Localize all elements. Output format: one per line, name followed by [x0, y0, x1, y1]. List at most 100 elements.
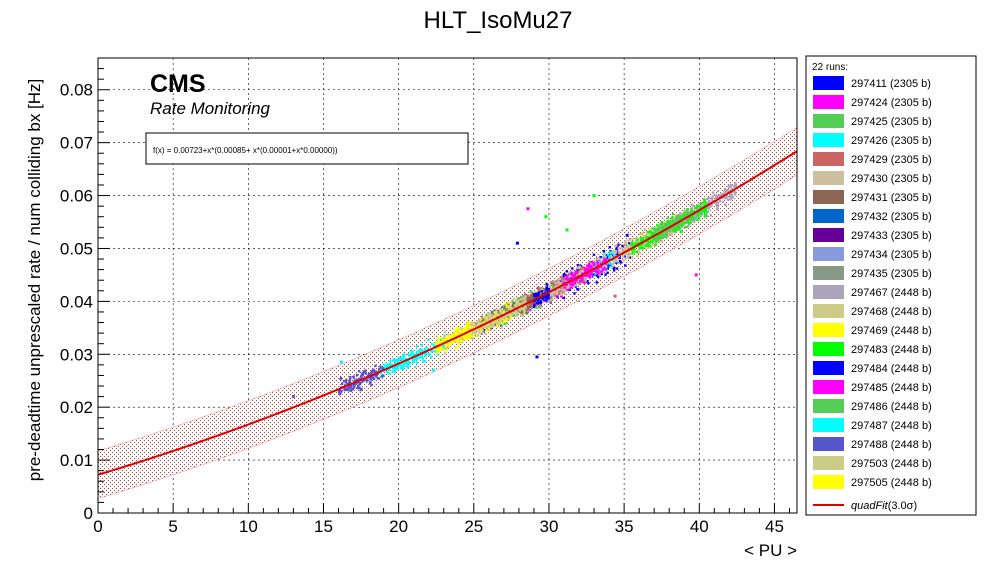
data-point	[343, 387, 346, 391]
data-point	[574, 270, 577, 273]
data-point	[566, 274, 569, 277]
legend-label: 297505 (2448 b)	[851, 477, 932, 489]
data-point	[635, 238, 639, 241]
data-point	[603, 253, 606, 257]
legend-entry: 297486 (2448 b)	[813, 399, 932, 413]
data-point	[523, 305, 527, 308]
outlier-point	[431, 368, 435, 372]
data-point	[548, 288, 552, 291]
data-point	[584, 267, 587, 270]
data-point	[685, 225, 688, 228]
data-point	[730, 183, 733, 187]
data-point	[677, 217, 681, 220]
data-point	[666, 221, 669, 224]
data-point	[540, 287, 543, 290]
data-point	[559, 281, 562, 285]
legend-fit-prefix: quad	[851, 500, 876, 512]
data-point	[530, 297, 534, 301]
data-point	[442, 337, 446, 340]
data-point	[525, 300, 528, 304]
data-point	[505, 321, 508, 325]
data-point	[579, 280, 582, 283]
data-point	[656, 237, 659, 240]
data-point	[491, 323, 494, 326]
data-point	[456, 329, 459, 333]
data-point	[574, 280, 577, 283]
data-point	[454, 330, 457, 334]
data-point	[723, 197, 726, 200]
data-point	[718, 195, 722, 198]
data-point	[596, 257, 599, 260]
data-point	[364, 372, 367, 375]
data-point	[711, 195, 714, 198]
data-point	[490, 325, 493, 328]
data-point	[670, 230, 673, 234]
legend-label: 297434 (2305 b)	[851, 249, 932, 261]
data-point	[606, 267, 610, 270]
data-point	[706, 211, 709, 214]
data-point	[507, 316, 510, 319]
data-point	[612, 253, 616, 256]
data-point	[358, 383, 361, 386]
data-point	[368, 381, 372, 385]
legend-label: 297503 (2448 b)	[851, 458, 932, 470]
data-point	[666, 219, 670, 222]
data-point	[606, 271, 609, 274]
data-point	[705, 214, 709, 218]
data-point	[533, 303, 536, 306]
data-point	[471, 321, 474, 324]
data-point	[372, 370, 376, 373]
y-tick-label: 0	[84, 504, 93, 523]
data-point	[538, 289, 541, 292]
data-point	[630, 245, 633, 248]
data-point	[537, 298, 540, 301]
y-tick-label: 0.08	[60, 81, 93, 100]
data-point	[693, 217, 696, 220]
data-point	[385, 370, 389, 374]
data-point	[610, 262, 613, 266]
data-point	[647, 231, 650, 234]
data-point	[577, 276, 580, 280]
data-point	[637, 237, 641, 240]
data-point	[463, 327, 466, 330]
data-point	[636, 254, 639, 258]
data-point	[668, 229, 671, 233]
data-point	[448, 340, 452, 344]
data-point	[470, 331, 474, 335]
data-point	[490, 318, 493, 321]
data-point	[410, 351, 413, 354]
data-point	[600, 265, 603, 268]
data-point	[587, 282, 590, 285]
data-point	[502, 310, 505, 313]
data-point	[516, 299, 519, 302]
data-point	[489, 313, 493, 316]
data-point	[418, 354, 421, 357]
y-tick-label: 0.03	[60, 345, 93, 364]
data-point	[545, 299, 548, 302]
data-point	[411, 358, 414, 361]
data-point	[485, 329, 488, 332]
data-point	[436, 351, 439, 354]
legend-entry: 297425 (2305 b)	[813, 114, 932, 128]
data-point	[606, 265, 609, 268]
data-point	[588, 260, 591, 264]
data-point	[628, 256, 632, 259]
data-point	[531, 292, 535, 296]
data-point	[621, 254, 625, 258]
legend-label: 297424 (2305 b)	[851, 97, 932, 109]
data-point	[551, 298, 554, 301]
data-point	[588, 276, 592, 279]
data-point	[641, 245, 644, 248]
data-point	[499, 308, 502, 311]
data-point	[524, 306, 527, 309]
data-point	[488, 314, 491, 317]
data-point	[486, 326, 489, 330]
legend-label: 297468 (2448 b)	[851, 306, 932, 318]
data-point	[582, 279, 585, 282]
data-point	[603, 257, 606, 261]
data-point	[350, 388, 353, 392]
data-point	[488, 316, 492, 320]
data-point	[627, 242, 631, 245]
cms-sublabel: Rate Monitoring	[150, 99, 271, 118]
data-point	[485, 313, 488, 317]
